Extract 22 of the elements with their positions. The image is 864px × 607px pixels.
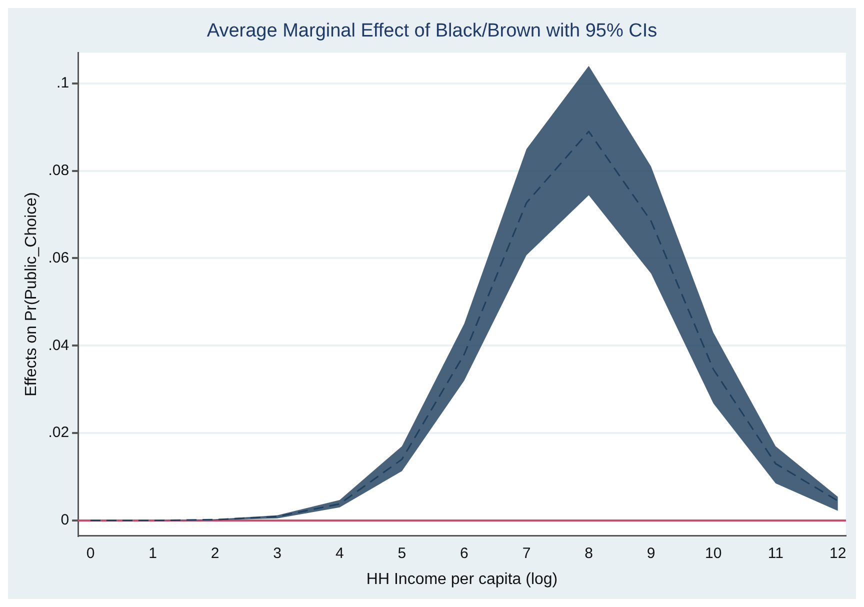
x-tick-label: 6 <box>460 544 468 562</box>
x-tick-label: 2 <box>210 544 220 562</box>
x-axis-title: HH Income per capita (log) <box>366 570 558 588</box>
x-tick-label: 10 <box>704 544 722 562</box>
x-tick-label: 3 <box>273 544 282 562</box>
y-tick-label: .1 <box>56 74 70 92</box>
x-tick-label: 1 <box>148 544 157 562</box>
x-tick-label: 0 <box>86 544 95 562</box>
y-axis-title: Effects on Pr(Public_Choice) <box>23 192 40 396</box>
x-tick-label: 8 <box>584 544 593 562</box>
y-tick-label: .06 <box>48 249 70 266</box>
x-tick-label: 5 <box>398 544 406 562</box>
y-tick-label: .04 <box>48 336 70 354</box>
y-tick-label: 0 <box>60 512 70 529</box>
x-tick-label: 4 <box>335 544 344 562</box>
x-tick-label: 9 <box>646 544 656 562</box>
x-tick-label: 11 <box>768 544 784 562</box>
y-tick-label: .08 <box>48 162 70 179</box>
chart-title: Average Marginal Effect of Black/Brown with 95% CIs <box>206 20 658 42</box>
x-tick-label: 7 <box>522 544 531 562</box>
y-tick-label: .02 <box>48 424 70 442</box>
x-tick-label: 12 <box>830 544 846 562</box>
